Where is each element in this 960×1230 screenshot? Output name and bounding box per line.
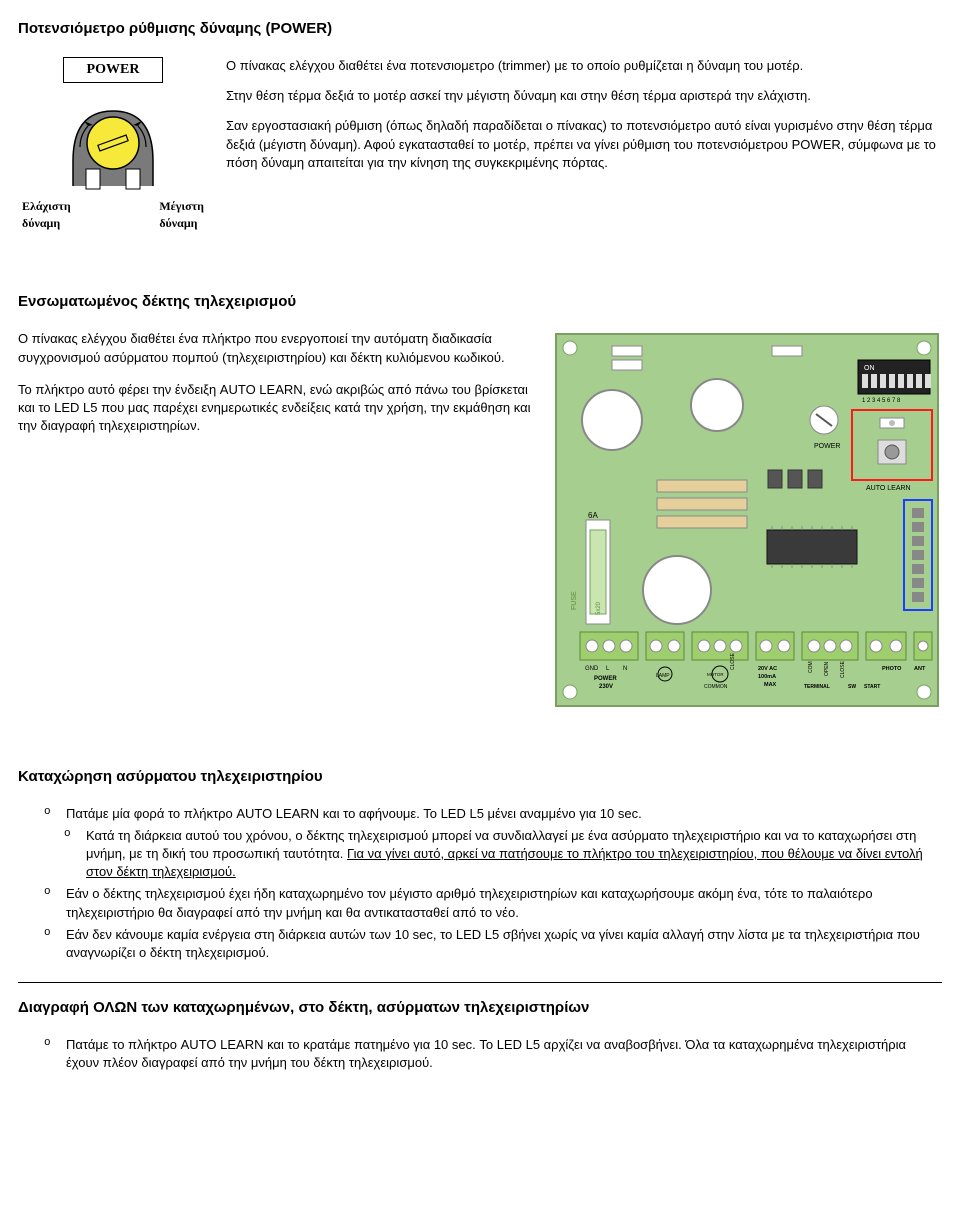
svg-text:CLOSE: CLOSE	[840, 661, 846, 679]
section1-row: POWER Ελάχιστη δύναμη	[18, 57, 942, 231]
section3-item3: Εάν δεν κάνουμε καμία ενέργεια στη διάρκ…	[44, 926, 942, 962]
svg-text:AUTO LEARN: AUTO LEARN	[866, 485, 911, 492]
svg-text:START: START	[864, 684, 880, 690]
svg-text:N: N	[623, 666, 627, 672]
section3-sublist: Κατά τη διάρκεια αυτού του χρόνου, ο δέκ…	[18, 827, 942, 882]
section2-text: Ο πίνακας ελέγχου διαθέτει ένα πλήκτρο π…	[18, 330, 534, 449]
section2-p1: Ο πίνακας ελέγχου διαθέτει ένα πλήκτρο π…	[18, 330, 534, 366]
section1-title: Ποτενσιόμετρο ρύθμισης δύναμης (POWER)	[18, 18, 942, 39]
svg-text:POWER: POWER	[594, 676, 617, 682]
section4-item1: Πατάμε το πλήκτρο AUTO LEARN και το κρατ…	[44, 1036, 942, 1072]
svg-text:230V: 230V	[599, 684, 613, 690]
section2-p2: Το πλήκτρο αυτό φέρει την ένδειξη AUTO L…	[18, 381, 534, 436]
svg-text:ON: ON	[864, 365, 875, 372]
section3-item1: Πατάμε μία φορά το πλήκτρο AUTO LEARN κα…	[44, 805, 942, 823]
svg-text:COM: COM	[808, 662, 814, 674]
separator	[18, 982, 942, 983]
svg-text:POWER: POWER	[814, 443, 840, 450]
section4-title: Διαγραφή ΟΛΩΝ των καταχωρημένων, στο δέκ…	[18, 997, 942, 1018]
section3-list: Πατάμε μία φορά το πλήκτρο AUTO LEARN κα…	[18, 805, 942, 823]
caption-min: Ελάχιστη δύναμη	[22, 198, 71, 232]
svg-text:GND: GND	[585, 666, 599, 672]
section2-row: Ο πίνακας ελέγχου διαθέτει ένα πλήκτρο π…	[18, 330, 942, 715]
svg-text:5x20: 5x20	[596, 602, 602, 616]
section3-list2: Εάν ο δέκτης τηλεχειρισμού έχει ήδη κατα…	[18, 885, 942, 962]
section1-text: Ο πίνακας ελέγχου διαθέτει ένα ποτενσιομ…	[226, 57, 942, 231]
svg-text:COMMON: COMMON	[704, 684, 728, 690]
svg-text:6A: 6A	[588, 511, 598, 520]
section4-list: Πατάμε το πλήκτρο AUTO LEARN και το κρατ…	[18, 1036, 942, 1072]
section1-p1: Ο πίνακας ελέγχου διαθέτει ένα ποτενσιομ…	[226, 57, 942, 75]
svg-text:1 2 3 4 5 6 7 8: 1 2 3 4 5 6 7 8	[862, 398, 901, 404]
section3-item2: Εάν ο δέκτης τηλεχειρισμού έχει ήδη κατα…	[44, 885, 942, 921]
section2-title: Ενσωματωμένος δέκτης τηλεχειρισμού	[18, 291, 942, 312]
svg-text:MAX: MAX	[764, 682, 777, 688]
svg-text:MOTOR: MOTOR	[707, 672, 724, 677]
svg-text:FUSE: FUSE	[571, 591, 578, 610]
power-label-box: POWER	[63, 57, 163, 83]
svg-text:CLOSE: CLOSE	[730, 653, 736, 671]
pcb-diagram: ON 1 2 3 4 5 6 7 8 POWER AUTO LEARN	[552, 330, 942, 715]
section3-item1a: Κατά τη διάρκεια αυτού του χρόνου, ο δέκ…	[64, 827, 942, 882]
svg-text:TERMINAL: TERMINAL	[804, 684, 830, 690]
section1-p2: Στην θέση τέρμα δεξιά το μοτέρ ασκεί την…	[226, 87, 942, 105]
svg-text:LAMP: LAMP	[656, 673, 670, 679]
potentiometer-diagram: POWER Ελάχιστη δύναμη	[18, 57, 208, 231]
section3-title: Καταχώρηση ασύρματου τηλεχειριστηρίου	[18, 766, 942, 787]
svg-text:ANT: ANT	[914, 666, 926, 672]
svg-text:OPEN: OPEN	[824, 662, 830, 677]
caption-max: Μέγιστη δύναμη	[159, 198, 204, 232]
svg-text:SW: SW	[848, 684, 856, 690]
potentiometer-svg	[18, 91, 208, 196]
svg-text:100mA: 100mA	[758, 674, 776, 680]
svg-text:PHOTO: PHOTO	[882, 666, 902, 672]
svg-text:20V AC: 20V AC	[758, 666, 777, 672]
section1-p3: Σαν εργοστασιακή ρύθμιση (όπως δηλαδή πα…	[226, 117, 942, 172]
